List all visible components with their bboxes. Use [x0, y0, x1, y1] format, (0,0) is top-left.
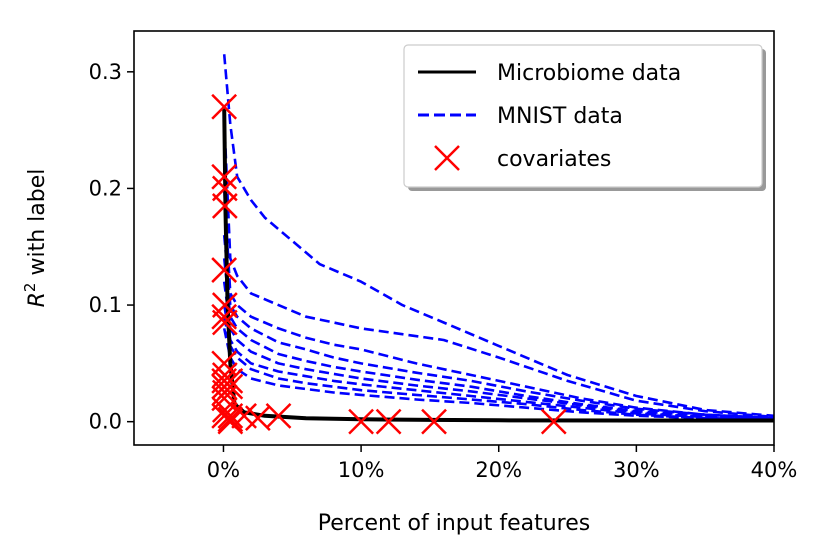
- mnist-data-line-6: [222, 281, 774, 421]
- y-axis-label-superscript: 2: [21, 283, 39, 293]
- mnist-data-line-9: [222, 328, 774, 422]
- y-axis-label-symbol: R: [25, 292, 50, 307]
- y-axis-label-text: with label: [25, 169, 50, 283]
- plot-series-layer: [222, 54, 774, 423]
- x-axis-ticks: 0% 10% 20% 30% 40%: [207, 445, 798, 482]
- covariate-marker: [244, 405, 271, 432]
- covariate-marker: [211, 193, 238, 219]
- x-tick-label: 40%: [751, 458, 798, 482]
- legend-covariates-label: covariates: [497, 147, 611, 172]
- x-tick-label: 30%: [613, 458, 660, 482]
- legend-covariates-swatch: [434, 145, 460, 171]
- mnist-data-line-8: [222, 316, 774, 422]
- x-axis-label: Percent of input features: [318, 511, 590, 536]
- legend-microbiome-label: Microbiome data: [497, 61, 681, 86]
- covariate-marker: [217, 367, 244, 394]
- mnist-data-line-4: [222, 234, 774, 420]
- covariate-marker: [211, 163, 238, 190]
- x-tick-label: 0%: [207, 458, 240, 482]
- covariate-marker: [265, 402, 292, 429]
- microbiome-data-line: [222, 106, 774, 423]
- covariate-marker: [217, 402, 244, 429]
- covariate-marker: [211, 257, 238, 283]
- covariate-marker: [540, 408, 567, 435]
- y-tick-label: 0.3: [89, 60, 122, 84]
- covariate-marker: [421, 408, 447, 435]
- y-tick-label: 0.1: [89, 293, 122, 317]
- mnist-data-line-1: [222, 54, 774, 418]
- legend: Microbiome data MNIST data covariates: [403, 44, 766, 191]
- covariate-marker: [211, 309, 238, 336]
- y-tick-label: 0.0: [89, 410, 122, 434]
- covariate-marker: [217, 408, 244, 435]
- mnist-data-line-2: [222, 118, 774, 419]
- y-axis-label: R2 with label: [21, 169, 50, 308]
- plot-frame: [133, 30, 775, 446]
- mnist-data-line-3: [222, 188, 774, 420]
- legend-mnist-label: MNIST data: [497, 104, 623, 129]
- covariate-marker: [217, 373, 244, 400]
- x-tick-label: 20%: [475, 458, 522, 482]
- legend-box: [403, 44, 763, 188]
- covariate-marker: [348, 408, 374, 435]
- covariate-marker: [211, 93, 238, 120]
- covariate-marker: [211, 303, 238, 330]
- x-tick-label: 10%: [338, 458, 385, 482]
- y-axis-ticks: 0.0 0.1 0.2 0.3: [89, 60, 134, 434]
- covariate-marker: [375, 408, 402, 435]
- mnist-data-line-7: [222, 304, 774, 421]
- y-tick-label: 0.2: [89, 176, 122, 200]
- covariate-markers-layer: [211, 93, 567, 435]
